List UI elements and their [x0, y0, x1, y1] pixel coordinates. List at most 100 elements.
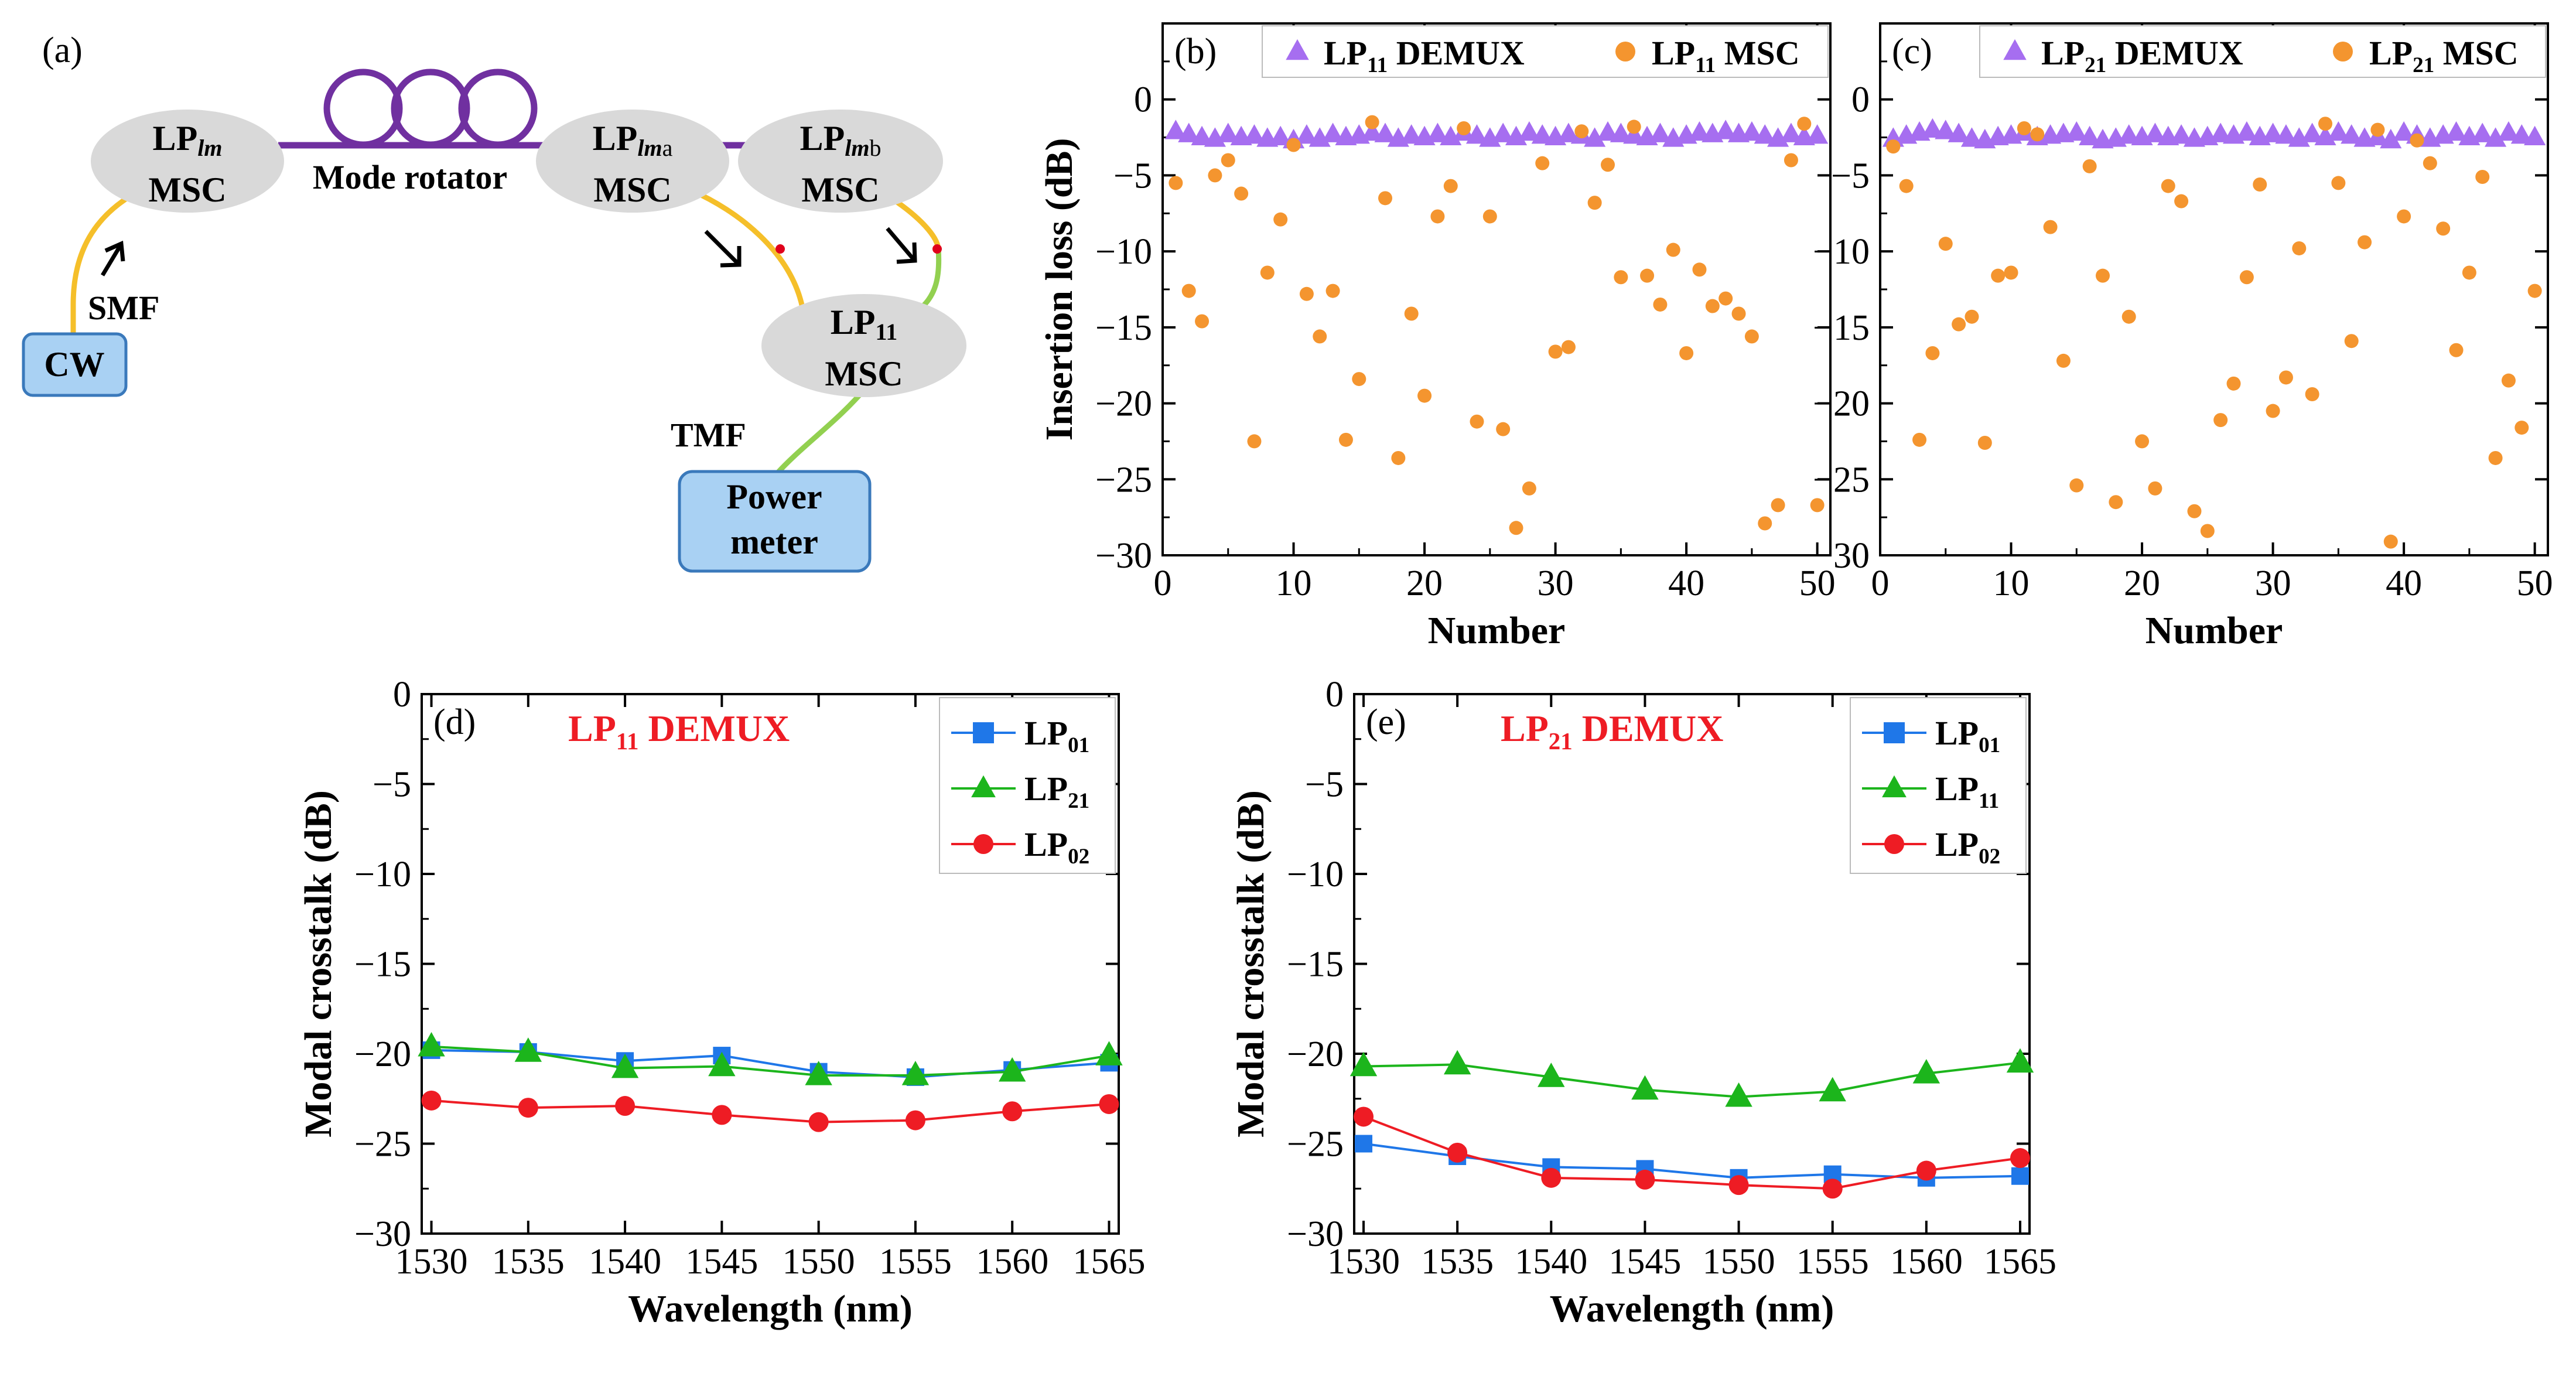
series-d-2	[421, 1090, 1119, 1132]
legend-label-e-main: LP	[1935, 714, 1979, 752]
data-point-c	[1921, 118, 1943, 138]
data-point-c	[2109, 495, 2123, 510]
data-point-c	[2397, 209, 2411, 224]
data-point-e	[1916, 1160, 1936, 1181]
data-point-b	[1269, 125, 1292, 146]
data-point-c	[2380, 128, 2402, 149]
plot-area-d	[418, 1032, 1123, 1132]
data-point-c	[2118, 124, 2140, 144]
legend-marker-c	[2333, 42, 2353, 62]
data-point-c	[2135, 434, 2150, 449]
legend-marker-e	[1884, 834, 1904, 854]
data-point-b	[1208, 168, 1222, 183]
data-point-b	[1784, 153, 1798, 168]
panel-label-e: (e)	[1366, 702, 1406, 742]
data-point-c	[2226, 376, 2241, 391]
x-tick-label-b: 0	[1154, 563, 1172, 603]
data-point-c	[2393, 121, 2415, 141]
data-point-b	[1758, 516, 1772, 531]
legend-label-e-sub: 02	[1979, 845, 2000, 869]
data-point-b	[1692, 262, 1707, 277]
cw-label: CW	[44, 345, 104, 384]
legend-marker-e	[1882, 775, 1907, 798]
data-point-c	[1991, 268, 2006, 283]
series-b-0	[1164, 119, 1829, 149]
x-tick-label-c: 50	[2517, 563, 2553, 603]
data-point-b	[1780, 122, 1802, 142]
data-point-b	[1273, 212, 1288, 227]
data-point-b	[1754, 124, 1776, 144]
x-axis-label-b: Number	[1428, 609, 1566, 652]
data-point-b	[1260, 265, 1275, 280]
data-point-e	[1631, 1075, 1659, 1100]
legend-b: LP11 DEMUX LP11 MSC	[1262, 25, 1829, 78]
data-point-e	[2010, 1148, 2030, 1169]
legend-label-e: LP02	[1935, 825, 2000, 869]
data-point-c	[1886, 139, 1901, 154]
data-point-b	[1601, 158, 1615, 172]
data-point-d	[998, 1057, 1026, 1082]
series-b-1	[1169, 115, 1825, 535]
data-point-d	[905, 1110, 925, 1130]
chart-title-e-tail: DEMUX	[1573, 708, 1724, 749]
data-point-c	[2445, 121, 2468, 141]
data-point-c	[1938, 237, 1953, 251]
data-point-e	[1541, 1167, 1562, 1188]
plot-area-c	[1882, 117, 2546, 549]
data-point-b	[1584, 127, 1606, 147]
data-point-b	[1221, 153, 1235, 168]
legend-marker-b	[1615, 42, 1635, 62]
data-point-b	[1365, 115, 1379, 129]
data-point-c	[2498, 121, 2520, 141]
msc-oval-lp-lm	[91, 110, 284, 213]
data-point-c	[2239, 270, 2254, 285]
legend-label-d: LP01	[1024, 714, 1089, 757]
data-point-e	[1350, 1051, 1378, 1077]
data-point-b	[1352, 372, 1366, 387]
data-point-b	[1361, 121, 1383, 141]
x-tick-label-c: 0	[1871, 563, 1890, 603]
y-tick-label-e: −20	[1287, 1034, 1344, 1074]
plot-frame-c	[1879, 22, 2549, 556]
data-point-c	[2275, 124, 2297, 144]
y-tick-label-b: −5	[1113, 156, 1152, 196]
data-point-d	[712, 1105, 732, 1125]
x-tick-label-e: 1540	[1515, 1242, 1587, 1282]
chart-title-d-sub: 11	[616, 728, 639, 754]
x-tick-label-c: 40	[2386, 563, 2422, 603]
x-tick-label-e: 1535	[1421, 1242, 1494, 1282]
data-point-b	[1548, 344, 1563, 359]
data-point-c	[2144, 122, 2166, 142]
x-tick-label-c: 30	[2255, 563, 2291, 603]
data-point-b	[1574, 124, 1589, 139]
legend-label-d-main: LP	[1024, 770, 1068, 808]
legend-label-d-sub: 21	[1068, 789, 1089, 813]
data-point-b	[1470, 414, 1484, 429]
legend-c: LP21 DEMUX LP21 MSC	[1979, 25, 2546, 78]
data-point-b	[1482, 209, 1497, 224]
legend-marker-d	[973, 722, 994, 743]
data-point-c	[2370, 122, 2385, 137]
data-point-b	[1688, 121, 1711, 141]
msc-label-lp-lmb: LPlmb	[800, 119, 882, 161]
data-point-c	[2341, 124, 2363, 144]
power-meter-box	[678, 470, 872, 573]
mode-rotator-coils	[323, 69, 538, 148]
x-tick-label-b: 20	[1406, 563, 1443, 603]
legend-label-b: LP11 DEMUX	[1324, 34, 1525, 77]
arrow-icon-b	[886, 227, 917, 264]
y-tick-label-d: −30	[354, 1214, 411, 1254]
x-tick-label-d: 1535	[492, 1242, 565, 1282]
legend-label-b-sub: 11	[1367, 53, 1388, 77]
x-tick-label-e: 1545	[1608, 1242, 1681, 1282]
data-point-d	[901, 1061, 930, 1085]
data-point-d	[808, 1112, 829, 1132]
data-point-d	[518, 1098, 538, 1118]
data-point-b	[1741, 121, 1763, 141]
data-point-c	[2069, 478, 2084, 493]
data-point-c	[2305, 387, 2319, 402]
data-point-c	[2488, 450, 2503, 465]
